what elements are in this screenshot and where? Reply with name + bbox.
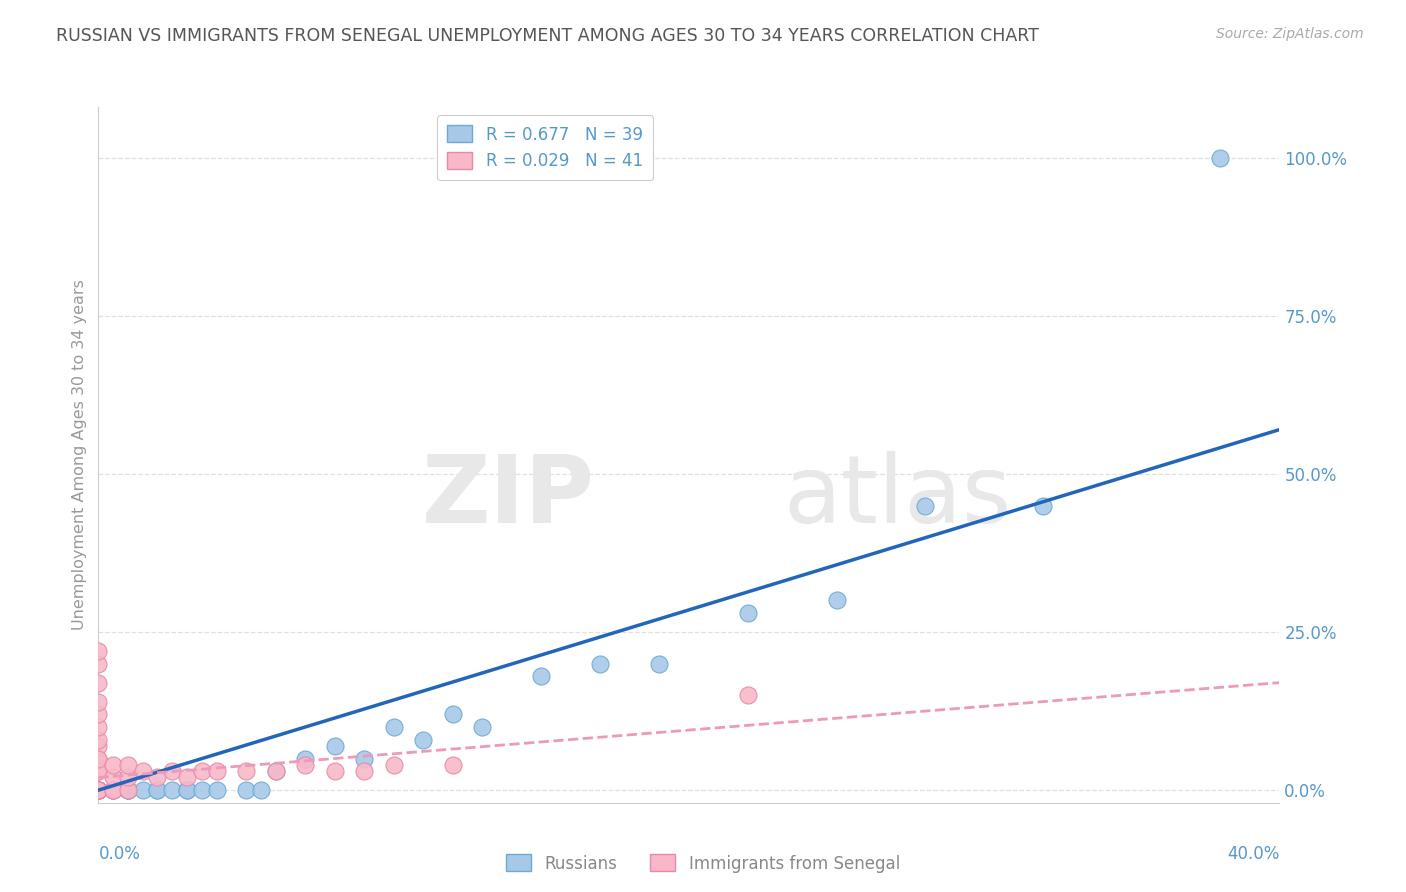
Point [191, 764, 214, 779]
Point [382, 720, 405, 734]
Point [264, 764, 287, 779]
Point [294, 757, 316, 772]
Point [235, 764, 257, 779]
Text: 40.0%: 40.0% [1227, 845, 1279, 863]
Point [117, 771, 139, 785]
Text: Source: ZipAtlas.com: Source: ZipAtlas.com [1216, 27, 1364, 41]
Legend: Russians, Immigrants from Senegal: Russians, Immigrants from Senegal [499, 847, 907, 880]
Point [914, 499, 936, 513]
Point [589, 657, 612, 671]
Point [176, 783, 198, 797]
Point [264, 764, 287, 779]
Point [1032, 499, 1054, 513]
Point [87, 783, 110, 797]
Point [117, 783, 139, 797]
Point [191, 783, 214, 797]
Point [103, 783, 125, 797]
Point [87, 783, 110, 797]
Point [353, 751, 375, 765]
Point [205, 764, 228, 779]
Point [87, 783, 110, 797]
Point [87, 783, 110, 797]
Point [87, 783, 110, 797]
Point [737, 606, 759, 620]
Point [162, 764, 183, 779]
Point [117, 783, 139, 797]
Point [471, 720, 494, 734]
Point [87, 783, 110, 797]
Point [117, 783, 139, 797]
Y-axis label: Unemployment Among Ages 30 to 34 years: Unemployment Among Ages 30 to 34 years [72, 279, 87, 631]
Point [87, 783, 110, 797]
Point [117, 757, 139, 772]
Point [205, 783, 228, 797]
Point [441, 707, 464, 722]
Point [87, 783, 110, 797]
Point [353, 764, 375, 779]
Point [87, 783, 110, 797]
Point [250, 783, 273, 797]
Point [323, 764, 346, 779]
Point [146, 783, 169, 797]
Point [103, 783, 125, 797]
Point [176, 783, 198, 797]
Point [162, 783, 183, 797]
Text: 0.0%: 0.0% [98, 845, 141, 863]
Point [323, 739, 346, 753]
Point [87, 783, 110, 797]
Point [235, 783, 257, 797]
Point [648, 657, 671, 671]
Point [87, 657, 110, 671]
Text: atlas: atlas [783, 450, 1012, 542]
Point [87, 751, 110, 765]
Point [87, 644, 110, 658]
Point [294, 751, 316, 765]
Point [176, 771, 198, 785]
Text: RUSSIAN VS IMMIGRANTS FROM SENEGAL UNEMPLOYMENT AMONG AGES 30 TO 34 YEARS CORREL: RUSSIAN VS IMMIGRANTS FROM SENEGAL UNEMP… [56, 27, 1039, 45]
Point [87, 783, 110, 797]
Point [87, 739, 110, 753]
Point [825, 593, 848, 607]
Point [103, 783, 125, 797]
Point [87, 707, 110, 722]
Point [87, 783, 110, 797]
Point [117, 783, 139, 797]
Legend: R = 0.677   N = 39, R = 0.029   N = 41: R = 0.677 N = 39, R = 0.029 N = 41 [437, 115, 652, 180]
Text: ZIP: ZIP [422, 450, 595, 542]
Point [87, 783, 110, 797]
Point [530, 669, 553, 683]
Point [103, 771, 125, 785]
Point [132, 783, 155, 797]
Point [87, 751, 110, 765]
Point [412, 732, 434, 747]
Point [132, 764, 155, 779]
Point [1209, 151, 1232, 165]
Point [441, 757, 464, 772]
Point [146, 771, 169, 785]
Point [87, 720, 110, 734]
Point [87, 732, 110, 747]
Point [87, 764, 110, 779]
Point [87, 783, 110, 797]
Point [103, 757, 125, 772]
Point [87, 695, 110, 709]
Point [737, 688, 759, 702]
Point [382, 757, 405, 772]
Point [87, 783, 110, 797]
Point [146, 783, 169, 797]
Point [87, 675, 110, 690]
Point [87, 783, 110, 797]
Point [87, 764, 110, 779]
Point [103, 783, 125, 797]
